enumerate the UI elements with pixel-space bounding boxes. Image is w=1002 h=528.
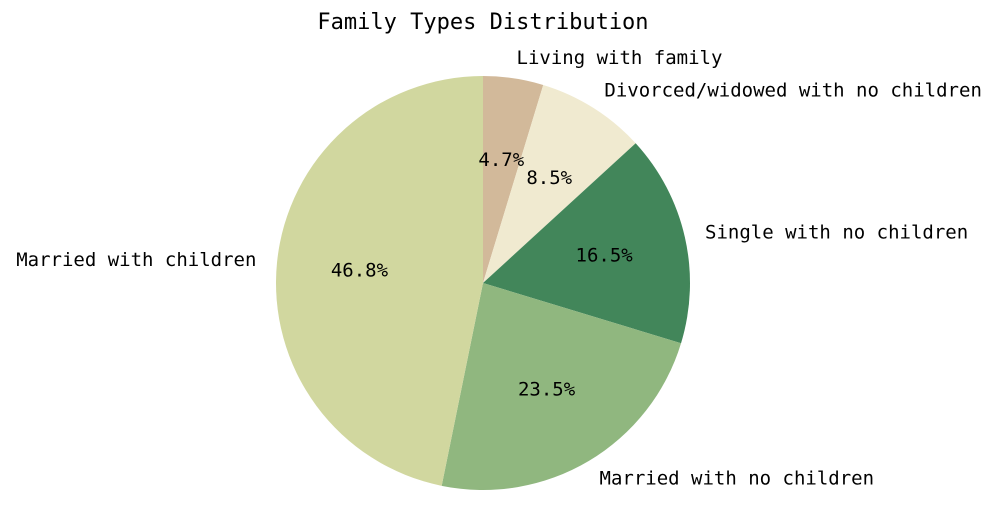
slice-label-single-with-no-children: Single with no children <box>705 222 968 244</box>
pie-slices <box>276 76 690 490</box>
pie-slice-married-with-no-children <box>441 283 682 490</box>
pie-slice-living-with-family <box>483 76 544 283</box>
slice-percent-divorced-widowed-with-no-children: 8.5% <box>526 167 572 189</box>
slice-label-living-with-family: Living with family <box>517 47 723 69</box>
pie-labels: Living with family 4.7% Divorced/widowed w… <box>16 47 982 490</box>
slice-label-married-with-no-children: Married with no children <box>600 468 875 490</box>
pie-slice-married-with-children <box>276 76 483 486</box>
slice-percent-married-with-children: 46.8% <box>331 260 389 282</box>
slice-percent-living-with-family: 4.7% <box>478 149 524 171</box>
slice-percent-married-with-no-children: 23.5% <box>518 379 576 401</box>
chart-title: Family Types Distribution <box>317 10 648 35</box>
slice-percent-single-with-no-children: 16.5% <box>576 245 634 267</box>
pie-slice-divorced-widowed-with-no-children <box>483 84 636 284</box>
slice-label-divorced-widowed-with-no-children: Divorced/widowed with no children <box>604 79 982 101</box>
slice-label-married-with-children: Married with children <box>16 249 256 271</box>
pie-slice-single-with-no-children <box>483 143 690 344</box>
